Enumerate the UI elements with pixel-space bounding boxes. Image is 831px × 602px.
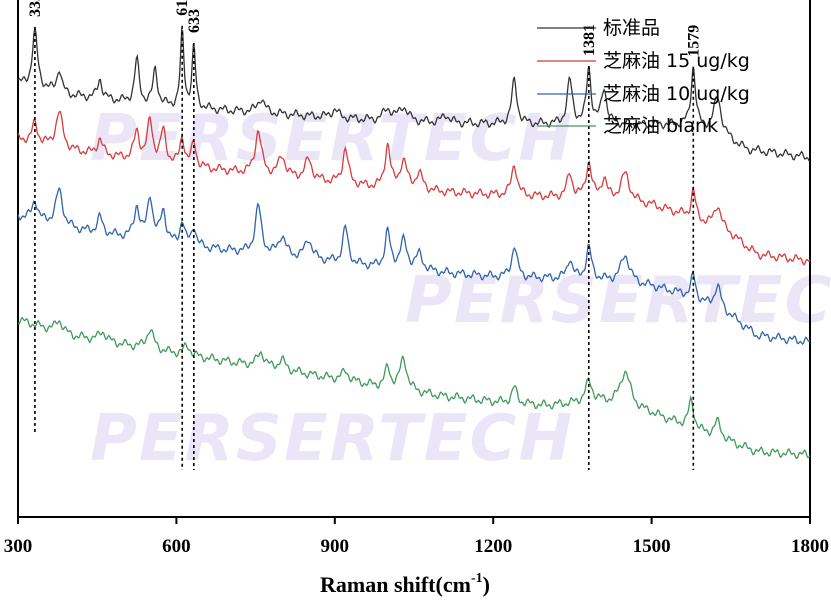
legend-item-2: 芝麻油 10 ug/kg: [537, 83, 750, 105]
x-axis-title-suffix: ): [483, 572, 490, 597]
x-tick-label-1: 600: [162, 536, 191, 557]
peak-label-0: 332: [27, 0, 44, 17]
legend-item-3: 芝麻油 blank: [537, 115, 718, 137]
peak-label-3: 1381: [581, 24, 598, 56]
watermark-2: PERSERTECH: [405, 264, 831, 338]
x-tick-label-5: 1800: [791, 536, 829, 557]
axes: 300 600 900 1200 1500 1800: [4, 0, 829, 557]
legend-label-3: 芝麻油 blank: [603, 115, 718, 137]
watermarks: PERSERTECH PERSERTECH PERSERTECH: [90, 102, 831, 476]
watermark-3: PERSERTECH: [90, 402, 574, 476]
x-axis-title-superscript: -1: [471, 571, 483, 586]
series-layer: [17, 26, 811, 460]
x-tick-label-3: 1200: [474, 536, 512, 557]
x-tick-label-0: 300: [4, 536, 33, 557]
series-line-3: [17, 316, 811, 460]
legend-label-0: 标准品: [603, 17, 660, 39]
peak-label-1: 611: [174, 0, 191, 16]
watermark-1: PERSERTECH: [90, 102, 574, 176]
peak-label-4: 1579: [685, 25, 702, 57]
series-line-2: [17, 186, 811, 346]
x-tick-label-2: 900: [321, 536, 350, 557]
series-line-1: [17, 110, 811, 266]
legend: 标准品 芝麻油 15 ug/kg 芝麻油 10 ug/kg 芝麻油 blank: [537, 17, 750, 137]
series-line-0: [17, 26, 811, 162]
legend-label-2: 芝麻油 10 ug/kg: [603, 83, 750, 105]
legend-item-0: 标准品: [537, 17, 660, 39]
x-axis-title: Raman shift(cm-1): [320, 571, 490, 597]
peak-label-2: 633: [186, 9, 203, 33]
legend-item-1: 芝麻油 15 ug/kg: [537, 50, 750, 72]
x-axis-title-main: Raman shift(cm: [320, 572, 471, 597]
x-ticks: 300 600 900 1200 1500 1800: [4, 517, 829, 557]
x-tick-label-4: 1500: [633, 536, 671, 557]
legend-label-1: 芝麻油 15 ug/kg: [603, 50, 750, 72]
